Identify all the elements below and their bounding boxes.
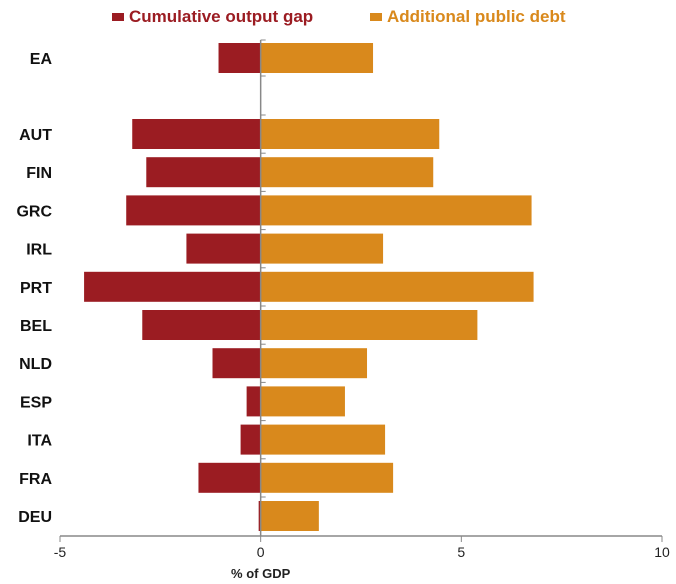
bar-esp-series-1 [260,386,345,417]
category-labels: EA AUT FIN GRC IRL PRT BEL NLD ESP ITA FRA DEU [16,51,52,526]
category-label-irl: IRL [26,242,52,259]
x-tick-label: -5 [54,544,67,560]
bar-irl-series-1 [260,233,384,264]
category-label-nld: NLD [19,356,52,373]
bar-prt-series-0 [84,271,261,302]
x-axis-title: % of GDP [231,566,291,581]
legend-swatch [370,13,382,21]
bar-grc-series-1 [260,195,532,226]
legend-label: Cumulative output gap [129,7,313,26]
bar-nld-series-0 [212,348,261,379]
bar-ea-series-1 [260,43,374,73]
legend-item-1: Additional public debt [370,7,566,26]
category-label-bel: BEL [20,318,52,335]
category-label-ita: ITA [27,433,52,450]
category-label-esp: ESP [20,394,52,411]
bar-fin-series-1 [260,157,434,188]
bar-bel-series-0 [142,310,261,340]
legend: Cumulative output gap Additional public d… [112,7,566,26]
category-label-fra: FRA [19,471,52,488]
bar-nld-series-1 [260,348,368,379]
category-label-ea: EA [30,51,53,68]
bar-ea-series-0 [218,43,261,73]
x-tick-label: 10 [654,544,670,560]
bar-ita-series-0 [240,424,261,455]
bar-deu-series-0 [258,501,261,531]
category-label-aut: AUT [19,127,52,144]
bar-aut-series-1 [260,119,440,149]
bar-fra-series-0 [198,462,261,493]
category-label-deu: DEU [18,509,52,526]
x-tick-label: 5 [457,544,465,560]
bar-esp-series-0 [246,386,261,417]
bar-grc-series-0 [126,195,261,226]
legend-swatch [112,13,124,21]
category-label-fin: FIN [26,165,52,182]
bar-aut-series-0 [132,119,261,149]
bar-prt-series-1 [260,271,534,302]
bar-fra-series-1 [260,462,394,493]
bar-deu-series-1 [260,501,319,531]
bar-fin-series-0 [146,157,261,188]
bars [84,43,534,531]
bar-ita-series-1 [260,424,386,455]
bar-bel-series-1 [260,310,478,340]
legend-label: Additional public debt [387,7,566,26]
bar-irl-series-0 [186,233,261,264]
legend-item-0: Cumulative output gap [112,7,313,26]
category-label-prt: PRT [20,280,52,297]
x-tick-label: 0 [257,544,265,560]
axes: -5 0 5 10 % of GDP [54,39,670,581]
category-label-grc: GRC [16,203,52,220]
